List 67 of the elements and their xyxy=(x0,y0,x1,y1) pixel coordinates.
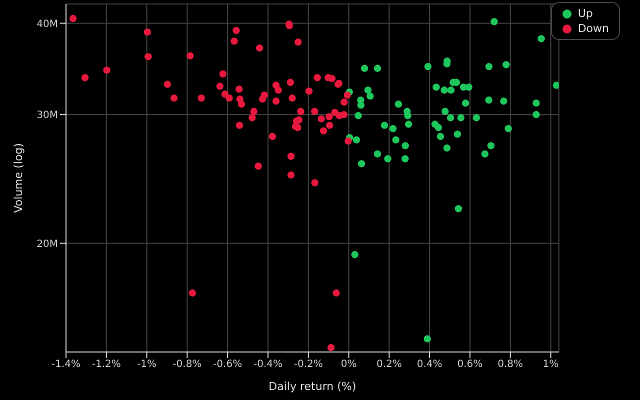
point xyxy=(440,86,448,94)
point xyxy=(374,64,382,72)
point xyxy=(389,125,397,132)
point xyxy=(504,125,512,132)
x-tick-label: 1% xyxy=(542,359,559,370)
y-axis-title: Volume (log) xyxy=(12,143,25,213)
x-tick-label: -0.2% xyxy=(294,359,323,370)
x-tick-label: 0.8% xyxy=(498,359,524,370)
y-tick-label: 20M xyxy=(36,238,58,250)
x-tick-label: -1.2% xyxy=(92,359,121,370)
point xyxy=(442,108,449,116)
point xyxy=(487,142,495,150)
point xyxy=(500,98,508,105)
x-tick-label: -0.8% xyxy=(172,359,202,370)
point xyxy=(485,96,492,104)
point xyxy=(481,150,489,158)
point xyxy=(354,112,362,120)
x-tick-label: 0.6% xyxy=(457,359,483,370)
point xyxy=(490,18,498,26)
point xyxy=(434,124,442,132)
x-axis-title: Daily return (%) xyxy=(268,380,356,393)
point xyxy=(351,250,358,258)
point xyxy=(384,155,392,162)
point xyxy=(552,82,559,89)
point xyxy=(462,100,470,107)
point xyxy=(432,84,440,91)
point xyxy=(454,130,462,138)
point xyxy=(485,62,493,70)
point xyxy=(457,114,464,122)
point xyxy=(465,84,472,91)
point xyxy=(366,92,374,100)
point xyxy=(538,35,545,42)
point xyxy=(374,150,382,158)
point xyxy=(532,110,540,118)
point xyxy=(404,120,412,128)
x-tick-label: -0.6% xyxy=(213,359,242,370)
x-tick-label: -1% xyxy=(137,359,157,370)
point xyxy=(436,132,444,140)
x-tick-label: 0% xyxy=(340,359,357,370)
x-tick-label: 0.4% xyxy=(416,359,442,370)
x-tick-label: 0.2% xyxy=(376,359,402,370)
point xyxy=(502,61,510,68)
x-tick-label: -0.4% xyxy=(253,359,282,370)
point xyxy=(454,205,462,212)
point xyxy=(392,136,400,144)
legend-label: Down xyxy=(578,21,609,36)
point xyxy=(394,100,402,108)
point xyxy=(532,100,540,107)
point xyxy=(380,122,388,129)
point xyxy=(472,114,480,122)
point xyxy=(447,86,455,94)
point xyxy=(357,102,364,109)
y-tick-label: 40M xyxy=(36,18,58,30)
y-tick-label: 30M xyxy=(36,110,58,122)
point xyxy=(402,142,409,150)
point xyxy=(364,86,372,94)
point xyxy=(358,160,366,168)
legend-label: Up xyxy=(578,6,593,21)
point xyxy=(424,335,431,342)
x-tick-label: -1.4% xyxy=(51,359,81,370)
point xyxy=(404,112,412,120)
point xyxy=(402,155,409,162)
point xyxy=(424,62,432,70)
point xyxy=(360,64,368,72)
point xyxy=(352,136,360,144)
point xyxy=(446,114,454,122)
point xyxy=(443,144,451,152)
